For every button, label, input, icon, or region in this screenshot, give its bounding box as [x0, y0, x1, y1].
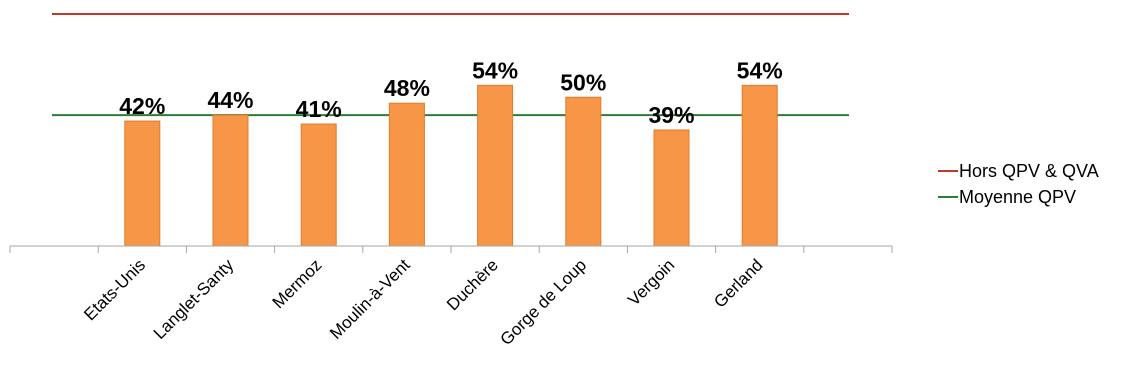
bar-5: [565, 96, 602, 247]
bar-3: [388, 102, 425, 247]
data-label-2: 41%: [296, 96, 342, 122]
x-tick-label-0: Etats-Unis: [80, 255, 149, 324]
legend-swatch-moyenne-qpv: [938, 196, 958, 198]
legend-item-moyenne-qpv: Moyenne QPV: [938, 184, 1099, 210]
data-label-1: 44%: [207, 87, 253, 113]
reference-lines: [52, 12, 849, 117]
bar-6: [653, 129, 690, 247]
legend-label-hors-qpv: Hors QPV & QVA: [959, 160, 1099, 181]
data-label-6: 39%: [648, 102, 694, 128]
bar-7: [741, 84, 778, 247]
data-label-3: 48%: [384, 75, 430, 101]
bar-2: [300, 123, 337, 247]
x-tick-label-3: Moulin-à-Vent: [326, 255, 414, 343]
x-tick-label-7: Gerland: [710, 255, 766, 311]
data-label-7: 54%: [737, 57, 783, 83]
bar-0: [124, 120, 161, 247]
legend: Hors QPV & QVA Moyenne QPV: [938, 158, 1099, 210]
bar-4: [477, 84, 514, 247]
data-label-4: 54%: [472, 57, 518, 83]
x-axis: [9, 245, 893, 253]
legend-label-moyenne-qpv: Moyenne QPV: [959, 186, 1077, 207]
x-tick-label-5: Gorge de Loup: [496, 255, 590, 349]
data-label-5: 50%: [560, 69, 606, 95]
bars: [124, 84, 778, 247]
x-tick-label-1: Langlet-Santy: [150, 255, 238, 343]
legend-item-hors-qpv: Hors QPV & QVA: [938, 158, 1099, 184]
data-labels: 42% 44% 41% 48% 54% 50% 39% 54%: [119, 57, 782, 128]
x-tick-labels: Etats-Unis Langlet-Santy Mermoz Moulin-à-Ve…: [80, 255, 766, 349]
x-tick-label-2: Mermoz: [269, 255, 326, 312]
x-tick-label-6: Vergoin: [624, 255, 678, 309]
bar-1: [212, 114, 249, 247]
x-tick-label-4: Duchère: [443, 255, 502, 314]
data-label-0: 42%: [119, 93, 165, 119]
legend-swatch-hors-qpv: [938, 170, 958, 172]
